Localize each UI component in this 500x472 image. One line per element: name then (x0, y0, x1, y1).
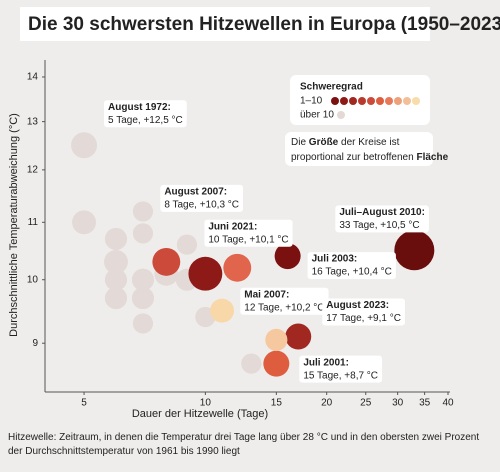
bubble (394, 230, 435, 271)
bubble (132, 201, 154, 222)
label-box (104, 100, 187, 128)
legend-swatch (331, 97, 339, 105)
legend-label: über 10 (300, 110, 334, 121)
x-tick-label: 25 (360, 398, 372, 409)
x-tick-label: 10 (200, 398, 212, 409)
label-box (322, 298, 405, 326)
label-value: 16 Tage, +10,4 °C (312, 267, 392, 278)
x-tick-label: 30 (392, 398, 404, 409)
legend-label: 1–10 (300, 96, 323, 107)
bubble (176, 234, 198, 255)
data-label: August 2007: 8 Tage, +10,3 °C (160, 184, 244, 212)
bubble (223, 253, 252, 282)
y-tick-label: 14 (27, 72, 39, 83)
legend-swatch (385, 97, 393, 105)
bubble (274, 243, 301, 270)
legend-swatch (367, 97, 375, 105)
bubble (132, 313, 154, 334)
bubble (210, 298, 235, 323)
legend-swatch (376, 97, 384, 105)
label-title: Mai 2007: (244, 289, 289, 300)
x-tick-label: 15 (271, 398, 283, 409)
bubble (72, 210, 97, 235)
data-label: August 1972: 5 Tage, +12,5 °C (104, 100, 187, 128)
label-value: 33 Tage, +10,5 °C (339, 220, 419, 231)
bubble (285, 323, 312, 350)
label-value: 10 Tage, +10,1 °C (208, 234, 288, 245)
legend-swatch (358, 97, 366, 105)
data-label: August 2023: 17 Tage, +9,1 °C (322, 298, 405, 326)
label-title: Juli 2001: (303, 357, 349, 368)
x-tick-label: 5 (81, 398, 87, 409)
chart-title: Die 30 schwersten Hitzewellen in Europa … (28, 14, 500, 35)
chart: Die 30 schwersten Hitzewellen in Europa … (8, 7, 500, 420)
bubble (152, 247, 181, 276)
bubble (104, 268, 128, 291)
bubble (132, 223, 154, 244)
bubble (71, 132, 98, 159)
label-box (240, 287, 329, 315)
x-tick-label: 40 (442, 398, 454, 409)
y-tick-label: 12 (27, 165, 39, 176)
label-value: 12 Tage, +10,2 °C (244, 302, 324, 313)
data-label: Juli 2003: 16 Tage, +10,4 °C (307, 252, 396, 280)
x-tick-label: 20 (321, 398, 333, 409)
legend-swatch (349, 97, 357, 105)
footnote: Hitzewelle: Zeitraum, in denen die Tempe… (8, 432, 480, 457)
label-value: 17 Tage, +9,1 °C (326, 313, 401, 324)
y-tick-label: 9 (32, 338, 38, 349)
label-value: 5 Tage, +12,5 °C (108, 115, 183, 126)
bubble (104, 286, 128, 310)
label-value: 15 Tage, +8,7 °C (303, 370, 378, 381)
label-box (307, 252, 396, 280)
label-title: August 2023: (326, 300, 389, 311)
bubble (241, 353, 262, 374)
bubble (103, 249, 128, 274)
label-title: August 1972: (108, 102, 171, 113)
legend-swatch (340, 97, 348, 105)
legend-swatch (394, 97, 402, 105)
x-axis-label: Dauer der Hitzewelle (Tage) (132, 408, 268, 420)
legend-title: Schweregrad (300, 82, 363, 93)
legend-swatch (403, 97, 411, 105)
label-title: Juli 2003: (312, 254, 358, 265)
label-box (160, 184, 244, 212)
bubble (265, 328, 288, 351)
label-title: Juni 2021: (208, 221, 257, 232)
size-note: proportional zur betroffenen Fläche (291, 152, 449, 163)
bubble (131, 286, 155, 310)
data-label: Juli–August 2010: 33 Tage, +10,5 °C (335, 205, 429, 233)
legend-swatch (412, 97, 420, 105)
title-box (20, 7, 430, 41)
bubble (263, 350, 290, 377)
label-title: August 2007: (164, 187, 227, 198)
note-box (285, 132, 433, 166)
y-tick-label: 13 (27, 116, 39, 127)
label-box (204, 219, 293, 247)
x-tick-label: 35 (419, 398, 431, 409)
bubble (188, 256, 223, 291)
y-axis-label: Durchschnittliche Temperaturabweichung (… (8, 113, 20, 337)
data-label: Mai 2007: 12 Tage, +10,2 °C (240, 287, 329, 315)
size-note: Die Größe der Kreise ist (291, 137, 400, 148)
bubble (131, 268, 155, 291)
y-tick-label: 10 (27, 274, 39, 285)
label-value: 8 Tage, +10,3 °C (164, 200, 239, 211)
y-tick-label: 11 (28, 217, 39, 228)
label-box (335, 205, 429, 233)
label-box (299, 355, 383, 383)
label-title: Juli–August 2010: (339, 207, 425, 218)
bubble (104, 227, 128, 251)
data-label: Juli 2001: 15 Tage, +8,7 °C (299, 355, 383, 383)
data-label: Juni 2021: 10 Tage, +10,1 °C (204, 219, 293, 247)
legend-swatch (337, 111, 345, 119)
